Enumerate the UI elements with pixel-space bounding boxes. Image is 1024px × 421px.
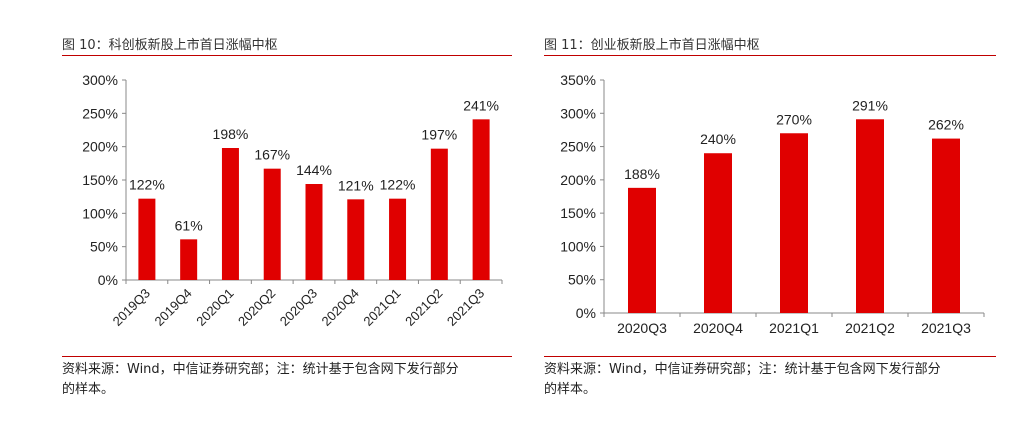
figure-10-top-rule — [62, 55, 512, 56]
bar — [221, 148, 239, 280]
y-tick-label: 300% — [560, 105, 596, 121]
data-label: 240% — [700, 131, 736, 147]
x-tick-label: 2021Q3 — [921, 320, 971, 336]
x-tick-label: 2021Q2 — [845, 320, 895, 336]
x-tick-label: 2021Q3 — [444, 286, 487, 329]
data-label: 197% — [421, 127, 457, 143]
x-tick-label: 2020Q4 — [693, 320, 743, 336]
bar — [932, 138, 960, 313]
figure-11-top-rule — [544, 55, 996, 56]
bar — [472, 119, 490, 280]
data-label: 122% — [380, 177, 416, 193]
data-label: 198% — [213, 126, 249, 142]
figure-11-title: 图 11：创业板新股上市首日涨幅中枢 — [544, 38, 760, 53]
bar — [628, 187, 656, 313]
y-tick-label: 300% — [82, 72, 118, 88]
data-label: 61% — [175, 217, 203, 233]
y-tick-label: 100% — [82, 205, 118, 221]
x-tick-label: 2020Q1 — [193, 286, 236, 329]
data-label: 262% — [928, 117, 964, 133]
x-tick-label: 2020Q2 — [235, 286, 278, 329]
x-tick-label: 2020Q3 — [277, 286, 320, 329]
y-tick-label: 350% — [560, 72, 596, 88]
y-tick-label: 0% — [98, 272, 118, 288]
y-tick-label: 200% — [560, 172, 596, 188]
y-tick-label: 150% — [560, 205, 596, 221]
x-tick-label: 2020Q3 — [617, 320, 667, 336]
bar — [389, 198, 407, 280]
y-tick-label: 250% — [82, 105, 118, 121]
figure-11-chart: 0% 50% 100% 150% 200% 250% 300% 350% 188% 2020Q3 2… — [560, 72, 985, 336]
bar — [138, 198, 156, 280]
bar — [347, 199, 365, 280]
y-tick-label: 0% — [576, 305, 596, 321]
data-label: 122% — [129, 177, 165, 193]
bar — [430, 148, 448, 280]
figure-10-source: 资料来源：Wind，中信证券研究部；注：统计基于包含网下发行部分 的样本。 — [62, 360, 459, 400]
bar — [780, 133, 808, 313]
data-label: 167% — [254, 147, 290, 163]
y-tick-label: 200% — [82, 139, 118, 155]
figure-11-bottom-rule — [544, 356, 996, 357]
figure-10-bottom-rule — [62, 356, 512, 357]
data-label: 291% — [852, 97, 888, 113]
data-label: 121% — [338, 177, 374, 193]
figure-11-source: 资料来源：Wind，中信证券研究部；注：统计基于包含网下发行部分 的样本。 — [544, 360, 941, 400]
figure-10-chart: 0% 50% 100% 150% 200% 250% 300% 122% 2019Q3 61% 20… — [82, 72, 503, 329]
y-tick-label: 50% — [568, 272, 596, 288]
x-tick-label: 2020Q4 — [319, 286, 362, 329]
data-label: 144% — [296, 162, 332, 178]
figure-10-source-line2: 的样本。 — [62, 382, 115, 397]
bar — [704, 153, 732, 313]
data-label: 270% — [776, 111, 812, 127]
figure-10-title: 图 10：科创板新股上市首日涨幅中枢 — [62, 38, 278, 53]
bar — [263, 168, 281, 280]
x-tick-label: 2019Q3 — [110, 286, 153, 329]
figure-10-panel: 图 10：科创板新股上市首日涨幅中枢 0% 50% 100% 150% 200% 250%… — [62, 0, 512, 421]
data-label: 188% — [624, 166, 660, 182]
y-tick-label: 50% — [90, 239, 118, 255]
bar — [856, 119, 884, 313]
figure-11-panel: 图 11：创业板新股上市首日涨幅中枢 0% 50% 100% 150% 200% 250%… — [544, 0, 996, 421]
y-tick-label: 150% — [82, 172, 118, 188]
y-tick-label: 250% — [560, 139, 596, 155]
x-tick-label: 2021Q1 — [769, 320, 819, 336]
x-tick-label: 2019Q4 — [151, 286, 194, 329]
figure-10-source-line1: 资料来源：Wind，中信证券研究部；注：统计基于包含网下发行部分 — [62, 362, 459, 377]
bar — [305, 184, 323, 280]
data-label: 241% — [463, 97, 499, 113]
x-tick-label: 2021Q1 — [360, 286, 403, 329]
figure-11-source-line1: 资料来源：Wind，中信证券研究部；注：统计基于包含网下发行部分 — [544, 362, 941, 377]
bar — [180, 239, 198, 280]
y-tick-label: 100% — [560, 238, 596, 254]
figure-11-source-line2: 的样本。 — [544, 382, 597, 397]
x-tick-label: 2021Q2 — [402, 286, 445, 329]
